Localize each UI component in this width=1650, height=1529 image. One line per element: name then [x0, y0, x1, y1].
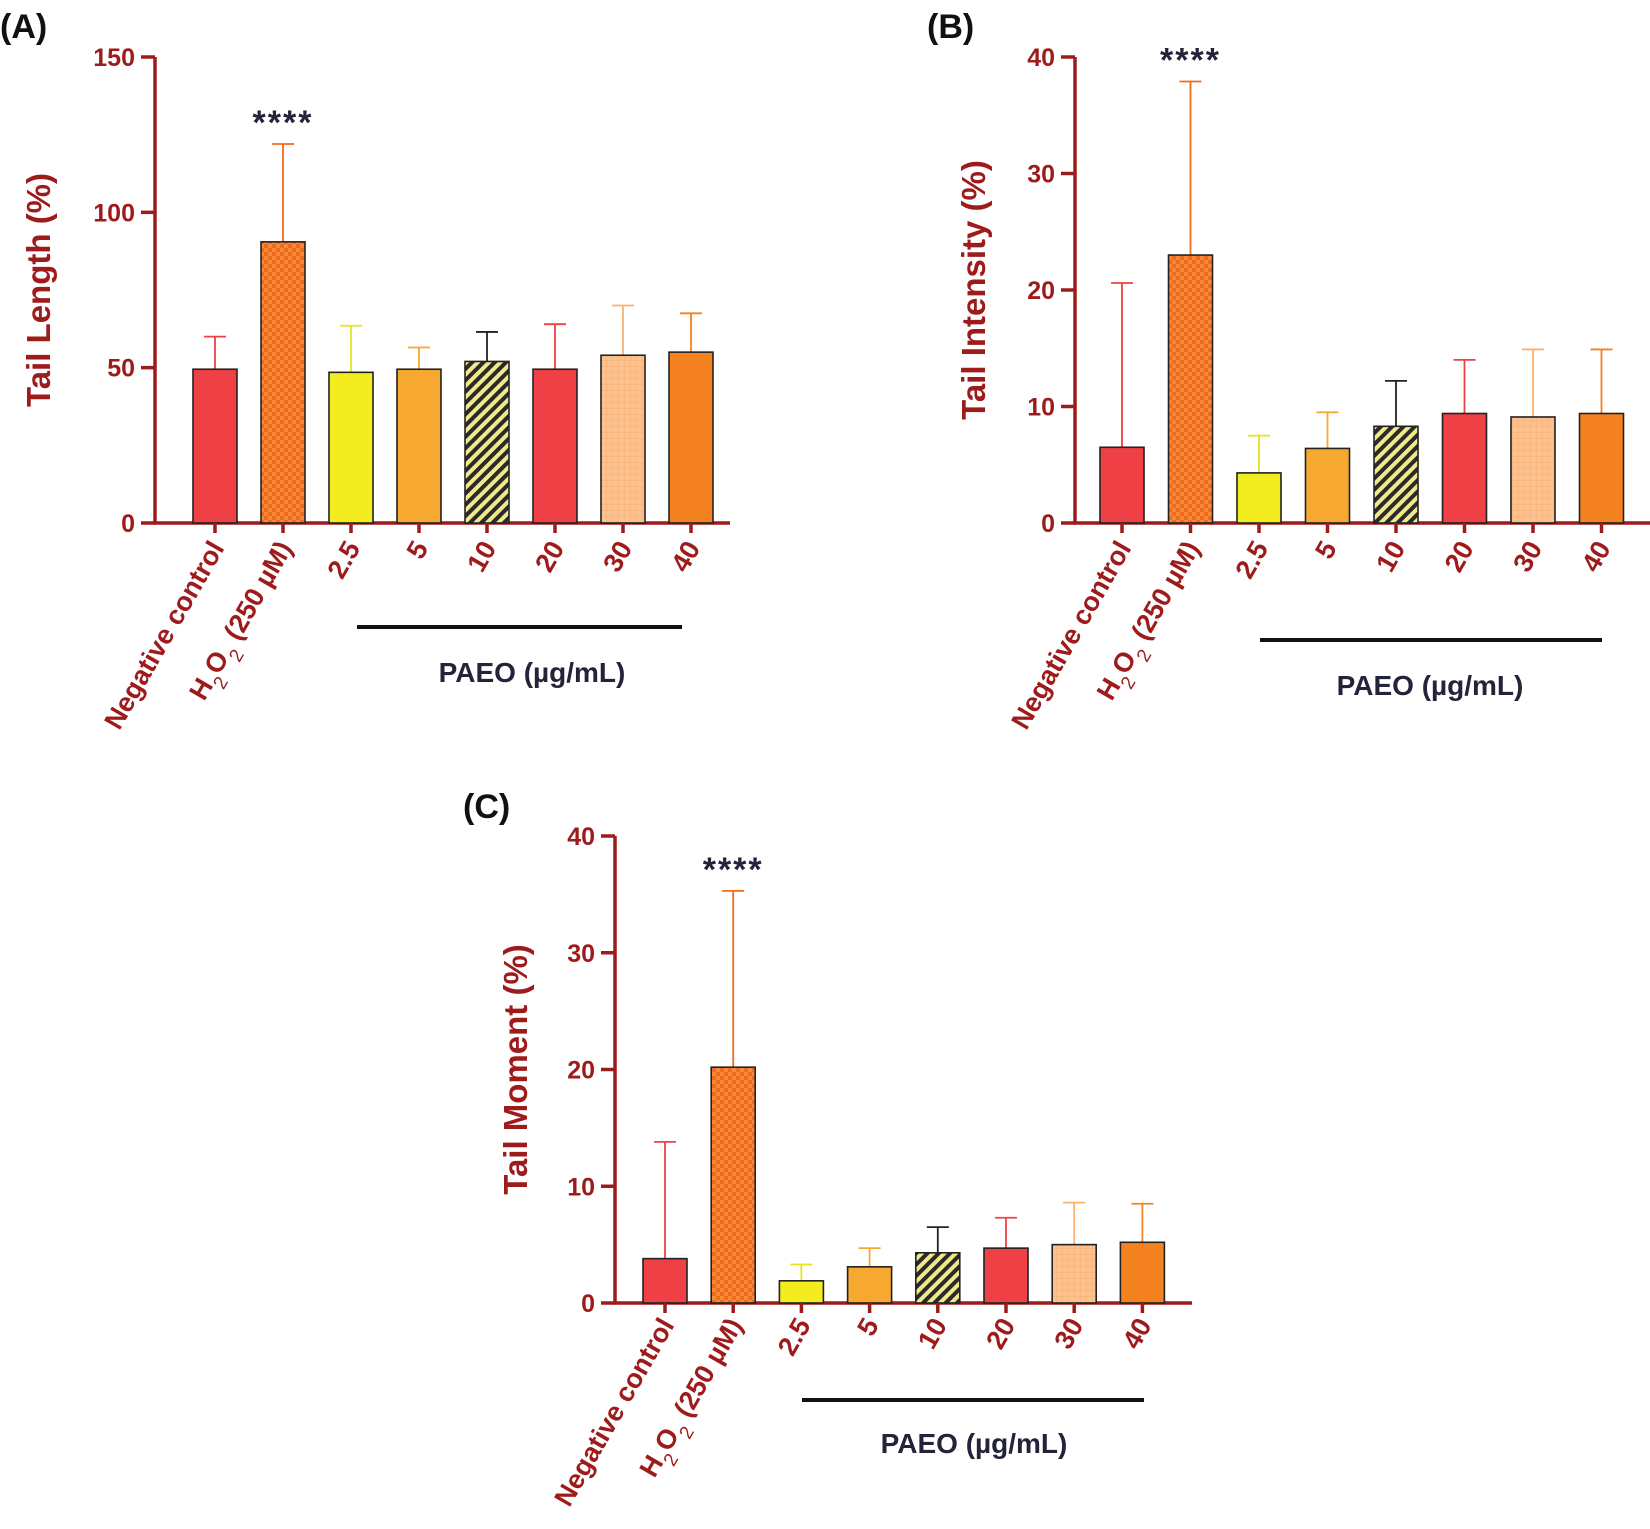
x-tick-label: 20 [980, 1313, 1021, 1354]
significance-marker: **** [703, 851, 764, 889]
bar [778, 1280, 825, 1304]
x-tick-label: 5 [851, 1313, 884, 1341]
x-tick-label: 30 [597, 536, 638, 577]
panel-label: (C) [463, 788, 510, 826]
x-tick-label: Negative control [548, 1313, 680, 1511]
y-tick-label: 0 [581, 1290, 595, 1318]
x-tick-label: 40 [1117, 1313, 1158, 1354]
bar [1304, 447, 1351, 524]
y-tick-label: 10 [1027, 394, 1055, 422]
x-tick-label: 40 [665, 536, 706, 577]
bar [668, 351, 714, 524]
bar [1236, 472, 1282, 524]
y-axis-label: Tail Length (%) [20, 173, 57, 407]
x-tick-label: 10 [1370, 536, 1411, 577]
x-tick-label: 40 [1576, 536, 1617, 577]
bar [1441, 412, 1488, 524]
group-label: PAEO (µg/mL) [439, 657, 626, 688]
bar [983, 1247, 1029, 1304]
panel-label: (A) [0, 8, 47, 46]
chart-panel-a: (A) Tail Length (%) 0 50 100 150 Negative cont… [0, 8, 730, 734]
y-tick-label: 10 [567, 1173, 595, 1201]
chart-panel-b: (B) Tail Intensity (%) 0 10 20 30 40 Negative c… [927, 8, 1650, 734]
y-tick-label: 0 [121, 510, 135, 538]
x-tick-label: Negative control [98, 536, 230, 734]
y-tick-label: 150 [93, 44, 135, 72]
y-tick-label: 30 [567, 940, 595, 968]
y-axis-label: Tail Moment (%) [497, 944, 534, 1195]
bar [846, 1266, 893, 1304]
bar [600, 354, 646, 524]
bar [1051, 1243, 1097, 1304]
bar [642, 1257, 688, 1304]
bar [1510, 416, 1556, 524]
bar [1119, 1241, 1166, 1304]
bar [1099, 446, 1145, 524]
panel-label: (B) [927, 8, 974, 46]
bar [914, 1251, 961, 1304]
group-label: PAEO (µg/mL) [881, 1428, 1068, 1459]
significance-marker: **** [1160, 41, 1221, 79]
y-tick-label: 20 [567, 1057, 595, 1085]
y-tick-label: 0 [1041, 510, 1055, 538]
bar [1578, 412, 1625, 524]
x-tick-label: 10 [461, 536, 502, 577]
x-tick-label: Negative control [1005, 536, 1137, 734]
chart-panel-c: (C) Tail Moment (%) 0 10 20 30 40 Negative cont… [463, 788, 1192, 1511]
significance-marker: **** [253, 104, 314, 142]
y-axis-label: Tail Intensity (%) [955, 160, 992, 420]
x-tick-label: 5 [1309, 536, 1342, 564]
y-tick-label: 40 [567, 823, 595, 851]
x-tick-label: 2.5 [1229, 536, 1274, 584]
x-tick-label: 5 [401, 536, 434, 564]
bar [396, 368, 442, 524]
x-tick-label: 10 [912, 1313, 953, 1354]
y-tick-label: 20 [1027, 277, 1055, 305]
bar [710, 1066, 757, 1304]
x-tick-label: 2.5 [321, 536, 366, 584]
y-tick-label: 40 [1027, 44, 1055, 72]
bar [1373, 425, 1419, 524]
x-tick-label: 30 [1507, 536, 1548, 577]
x-tick-label: 20 [1439, 536, 1480, 577]
bar [328, 371, 374, 524]
bar [260, 241, 306, 524]
x-tick-label: 30 [1048, 1313, 1089, 1354]
y-tick-label: 100 [93, 199, 135, 227]
group-label: PAEO (µg/mL) [1337, 670, 1524, 701]
y-tick-label: 30 [1027, 161, 1055, 189]
x-tick-label: 2.5 [772, 1313, 817, 1361]
bar [464, 360, 510, 524]
bar [1167, 254, 1214, 524]
bar [532, 368, 578, 524]
y-tick-label: 50 [107, 355, 135, 383]
bar [192, 368, 238, 524]
x-tick-label: 20 [529, 536, 570, 577]
